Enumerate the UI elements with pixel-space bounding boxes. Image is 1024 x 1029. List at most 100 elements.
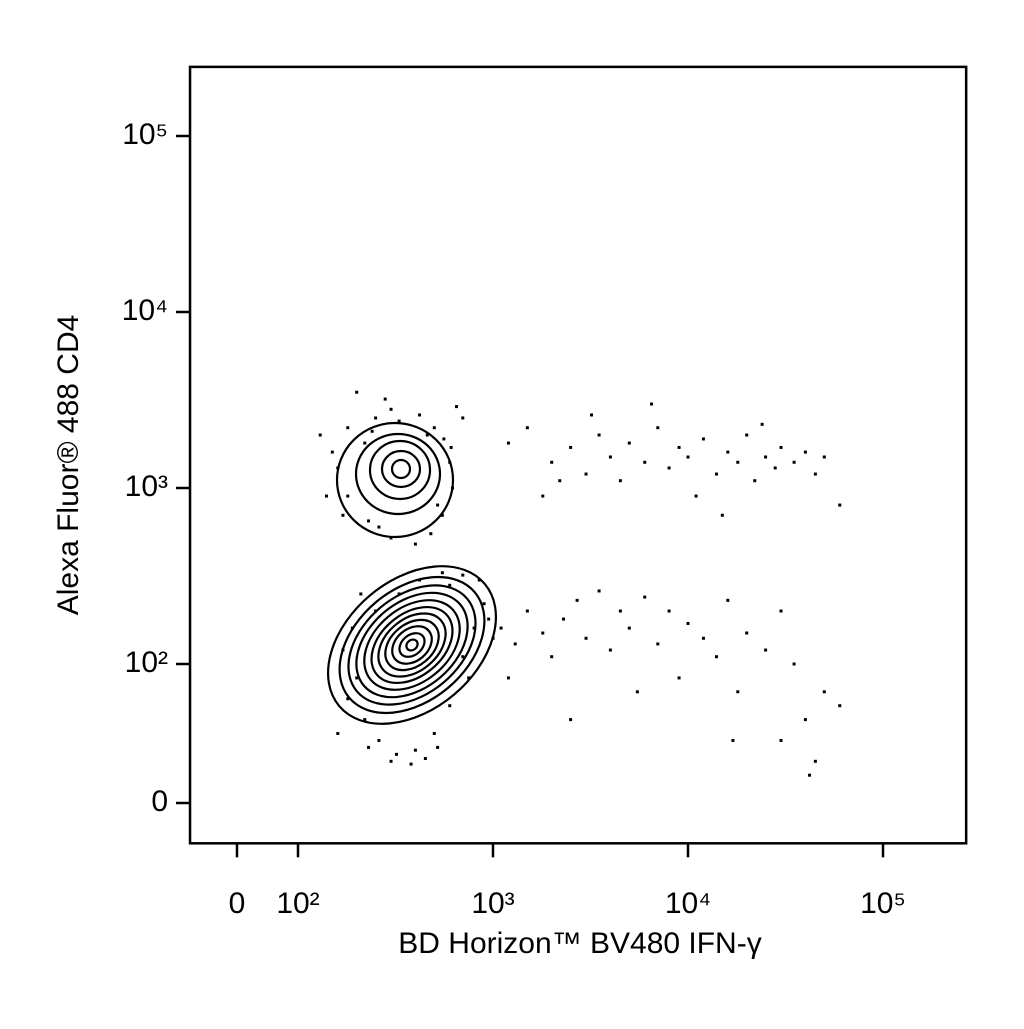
point xyxy=(677,445,681,449)
point xyxy=(506,441,510,445)
point xyxy=(432,426,436,430)
point xyxy=(773,466,777,470)
x-tick-label: 10⁴ xyxy=(665,887,711,920)
point xyxy=(541,631,545,635)
contour xyxy=(398,632,426,658)
point xyxy=(694,494,698,498)
point xyxy=(731,738,735,742)
point xyxy=(822,455,826,459)
point xyxy=(764,455,768,459)
point xyxy=(425,433,429,437)
x-tick-label: 10⁵ xyxy=(860,887,906,920)
contour xyxy=(391,625,433,665)
point xyxy=(822,690,826,694)
point xyxy=(667,466,671,470)
point xyxy=(792,662,796,666)
contour xyxy=(390,458,412,480)
point xyxy=(432,732,436,735)
point xyxy=(395,752,399,756)
contour xyxy=(405,638,419,652)
point xyxy=(383,397,387,401)
point xyxy=(838,503,842,507)
point xyxy=(714,655,718,659)
point xyxy=(541,494,545,498)
point xyxy=(803,450,807,454)
point xyxy=(562,617,566,621)
point xyxy=(677,676,681,680)
point xyxy=(341,513,345,517)
point xyxy=(667,609,671,613)
point xyxy=(448,704,452,708)
point xyxy=(779,609,783,613)
point xyxy=(350,626,354,630)
point xyxy=(423,757,427,761)
point xyxy=(838,704,842,708)
point xyxy=(656,426,660,430)
contour xyxy=(370,605,454,685)
point xyxy=(753,479,757,483)
point xyxy=(813,759,817,763)
point xyxy=(346,494,350,498)
point xyxy=(627,626,631,630)
point xyxy=(472,626,476,630)
point xyxy=(736,690,740,694)
y-tick-label: 10⁵ xyxy=(122,118,168,151)
point xyxy=(726,598,730,602)
point xyxy=(575,598,579,602)
point xyxy=(487,617,491,621)
y-tick-label: 10⁴ xyxy=(122,294,168,327)
point xyxy=(461,655,465,659)
point xyxy=(745,433,749,437)
contour xyxy=(363,599,461,691)
point xyxy=(779,445,783,449)
point xyxy=(440,571,444,575)
point xyxy=(590,413,594,417)
point xyxy=(808,773,812,777)
point xyxy=(650,402,654,406)
point xyxy=(449,445,453,449)
point xyxy=(451,486,455,490)
point xyxy=(569,718,573,722)
point xyxy=(760,422,764,426)
point xyxy=(409,762,413,766)
point xyxy=(736,460,740,464)
point xyxy=(436,503,440,507)
point xyxy=(413,542,417,546)
point xyxy=(397,592,401,596)
point xyxy=(324,494,328,498)
point xyxy=(608,648,612,652)
contour xyxy=(377,612,447,678)
point xyxy=(513,642,517,646)
point xyxy=(359,592,363,596)
point xyxy=(461,573,465,577)
point xyxy=(525,426,529,430)
point xyxy=(550,460,554,464)
point xyxy=(440,513,444,517)
point xyxy=(374,609,378,613)
point xyxy=(764,648,768,652)
plot-frame xyxy=(188,65,968,845)
point xyxy=(418,578,422,582)
point xyxy=(499,626,503,630)
point xyxy=(346,426,350,430)
point xyxy=(584,472,588,476)
point xyxy=(525,609,529,613)
point xyxy=(627,441,631,445)
point xyxy=(813,472,817,476)
point xyxy=(491,636,495,640)
point xyxy=(597,433,601,437)
y-tick-label: 0 xyxy=(151,785,168,818)
point xyxy=(714,472,718,476)
contour xyxy=(347,584,477,706)
contour xyxy=(380,449,422,489)
point xyxy=(701,437,705,441)
point xyxy=(569,445,573,449)
x-axis-title: BD Horizon™ BV480 IFN-γ xyxy=(398,927,761,960)
point xyxy=(558,479,562,483)
point xyxy=(413,748,417,752)
point xyxy=(442,437,446,441)
x-tick-label: 0 xyxy=(229,887,246,920)
point xyxy=(418,413,422,417)
x-tick-label: 10³ xyxy=(471,887,514,920)
point xyxy=(745,631,749,635)
